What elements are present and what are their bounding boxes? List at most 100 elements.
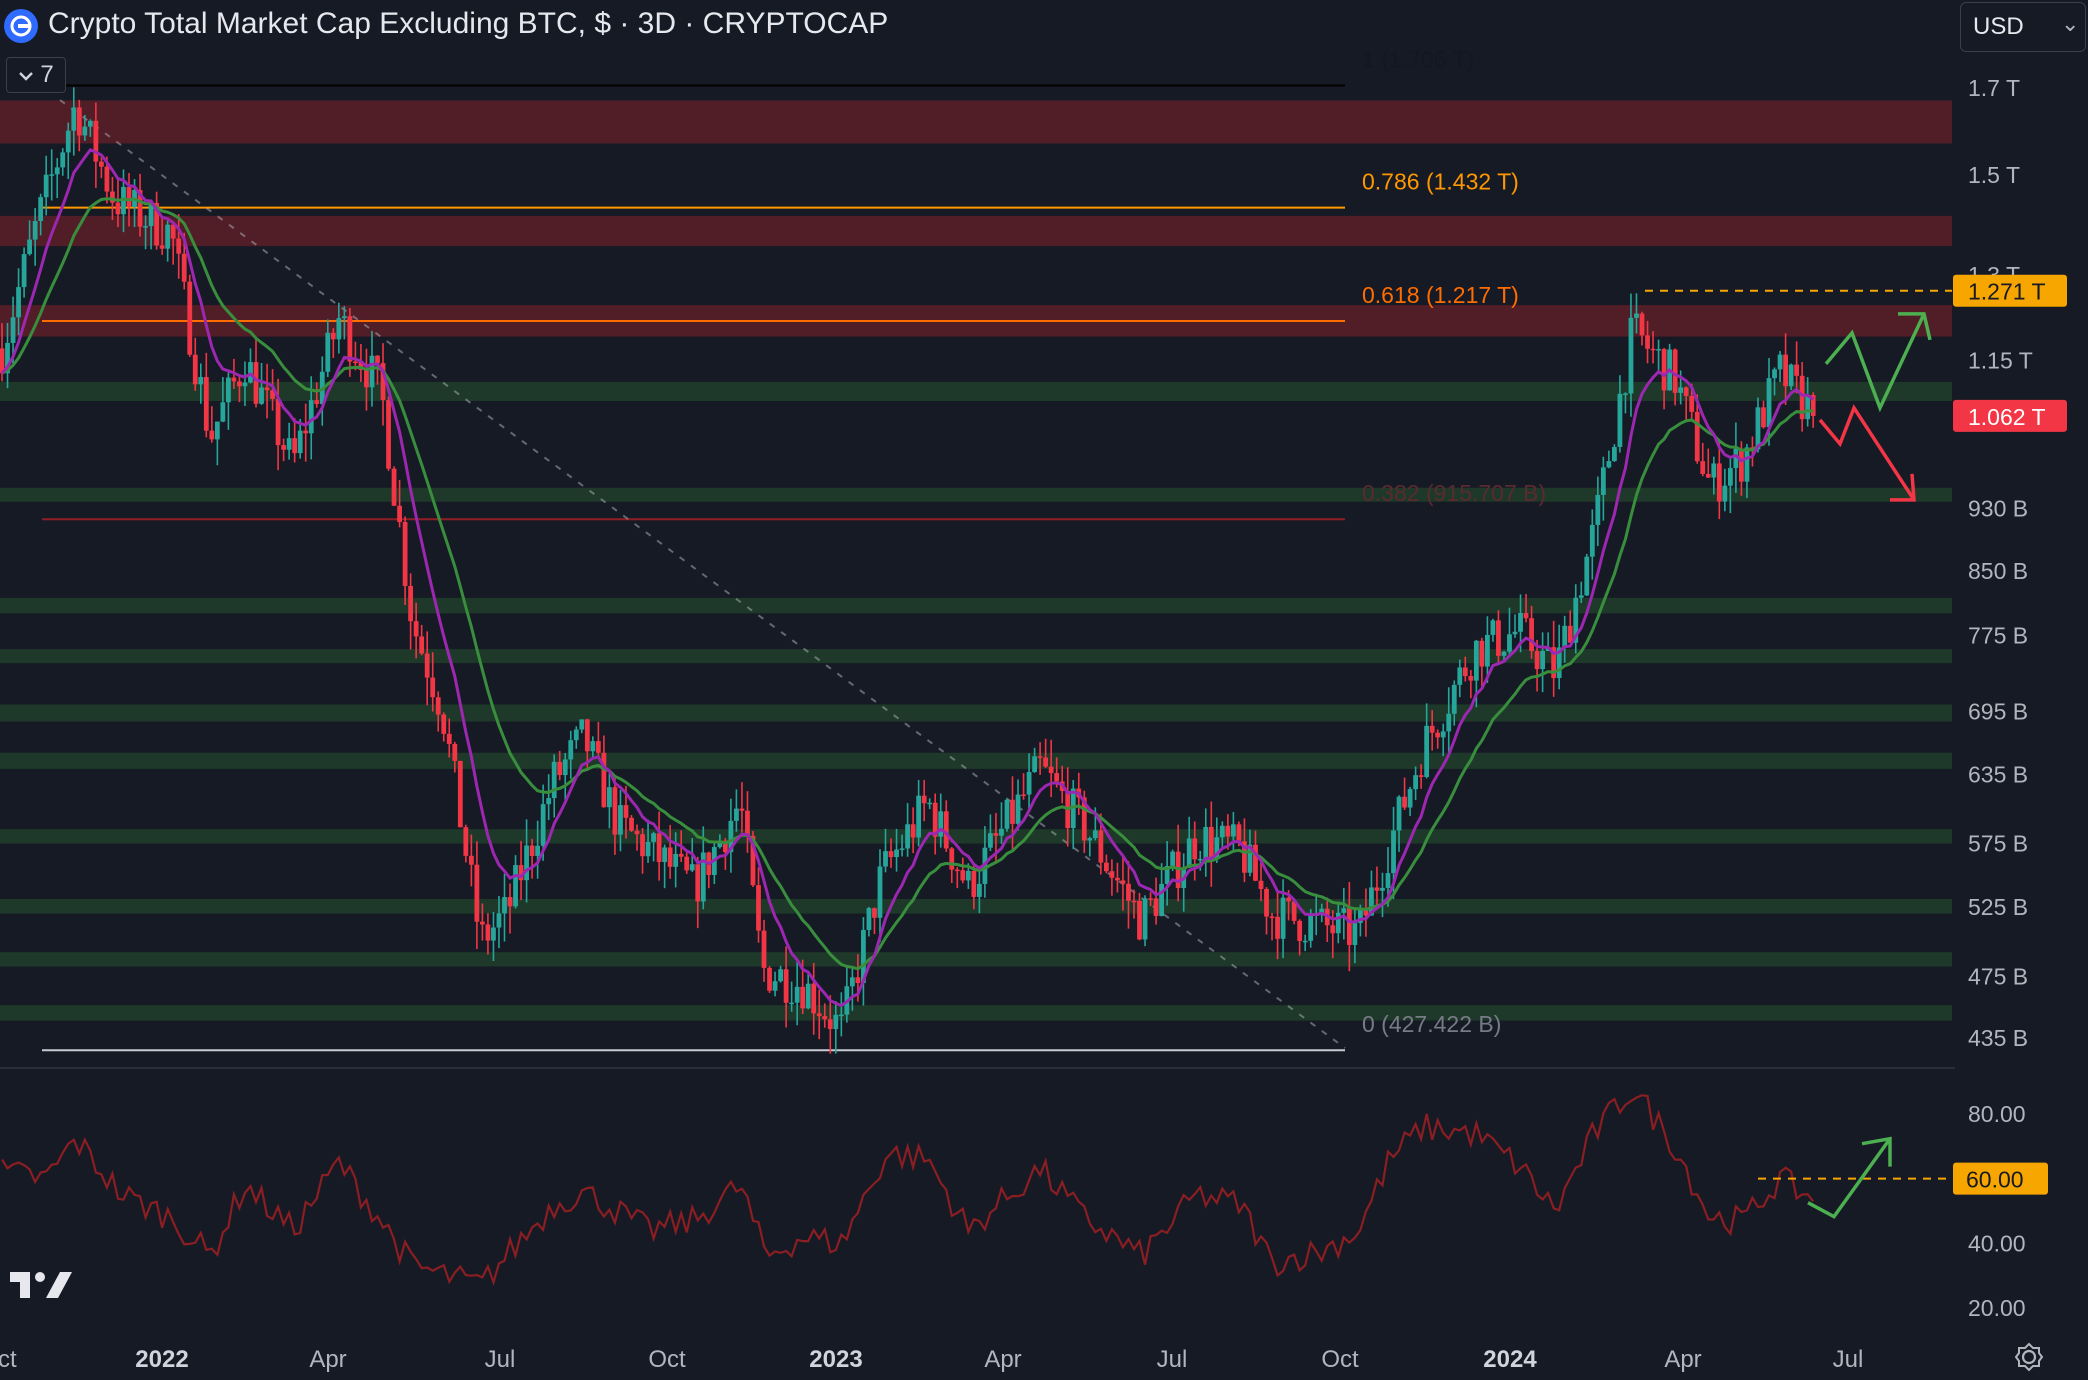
candle-up	[27, 239, 33, 255]
time-axis-label: Jul	[1833, 1346, 1864, 1373]
price-axis-label: 695 B	[1968, 698, 2028, 724]
fib-level-label: 0.618 (1.217 T)	[1362, 282, 1519, 308]
candle-up	[502, 897, 507, 914]
candle-up	[540, 804, 546, 846]
candle-down	[1021, 794, 1026, 797]
price-axis-label: 575 B	[1968, 831, 2028, 857]
candle-down	[1700, 461, 1706, 474]
candle-down	[629, 817, 634, 831]
candle-up	[10, 317, 16, 343]
candle-down	[767, 967, 772, 991]
candle-down	[397, 505, 402, 523]
candle-up	[717, 840, 723, 848]
candle-up	[1142, 898, 1148, 940]
candle-up	[1457, 667, 1463, 685]
candle-up	[38, 197, 44, 221]
candle-down	[1253, 844, 1258, 881]
candle-up	[524, 845, 529, 881]
tradingview-logo-icon[interactable]	[8, 1268, 72, 1307]
candle-down	[1435, 732, 1441, 738]
candle-up	[1380, 887, 1385, 891]
candle-up	[225, 377, 231, 403]
candle-down	[468, 855, 474, 865]
candle-down	[888, 851, 894, 858]
candle-up	[1203, 826, 1209, 859]
bearish-arrow-head	[1890, 473, 1916, 502]
candle-down	[391, 468, 397, 506]
candle-down	[1120, 880, 1126, 884]
candle-down	[485, 924, 491, 941]
candle-down	[584, 719, 590, 752]
cryptocap-logo-icon	[4, 9, 38, 43]
candle-down	[446, 733, 452, 744]
time-axis-label: 2024	[1483, 1346, 1537, 1373]
candle-down	[474, 864, 480, 922]
candle-down	[739, 808, 745, 811]
candle-up	[1755, 407, 1761, 450]
candle-up	[673, 853, 679, 867]
candle-up	[568, 740, 574, 760]
candle-up	[1634, 313, 1639, 318]
candle-down	[634, 830, 640, 835]
candle-up	[341, 316, 347, 319]
gear-icon[interactable]	[2014, 1342, 2044, 1372]
candle-up	[336, 318, 342, 340]
candle-down	[1429, 725, 1435, 733]
candle-up	[618, 805, 623, 835]
candle-up	[590, 741, 596, 752]
candle-up	[54, 167, 60, 175]
candle-up	[1446, 713, 1452, 732]
support-zone	[0, 704, 1952, 722]
price-axis-label: 475 B	[1968, 964, 2028, 990]
zones-layer	[0, 100, 1952, 1021]
candle-up	[1600, 467, 1606, 495]
candle-up	[877, 866, 883, 918]
candle-up	[1727, 468, 1733, 486]
candle-up	[87, 120, 93, 127]
candle-up	[1159, 883, 1165, 916]
candle-down	[209, 430, 215, 440]
currency-select[interactable]: USD ⌄	[1960, 2, 2086, 52]
candle-down	[1523, 612, 1529, 619]
candle-up	[1656, 349, 1661, 351]
candle-up	[308, 400, 314, 434]
candle-up	[49, 174, 55, 176]
time-axis-label: Jul	[1157, 1346, 1188, 1373]
rsi-axis-label: 40.00	[1968, 1230, 2026, 1256]
candle-up	[734, 808, 739, 821]
price-axis-label: 850 B	[1968, 558, 2028, 584]
candle-down	[115, 202, 121, 215]
candle-up	[651, 833, 656, 842]
candle-up	[849, 977, 855, 987]
candle-up	[1617, 393, 1623, 447]
candle-down	[1037, 756, 1043, 758]
fib-level-label: 0.382 (915.707 B)	[1362, 480, 1546, 506]
candle-up	[1214, 837, 1220, 859]
candle-up	[1573, 597, 1579, 643]
candle-up	[1369, 887, 1374, 916]
resistance-zone	[0, 100, 1952, 144]
candle-down	[402, 522, 408, 586]
candle-down	[684, 856, 690, 871]
candle-down	[303, 430, 309, 434]
candle-down	[330, 332, 336, 340]
candle-down	[783, 969, 789, 1003]
candle-up	[861, 929, 866, 984]
candle-up	[286, 438, 292, 450]
candle-up	[1280, 897, 1286, 939]
candle-down	[656, 833, 662, 863]
candle-up	[1197, 858, 1203, 861]
chart-title[interactable]: Crypto Total Market Cap Excluding BTC, $…	[48, 7, 889, 40]
candle-up	[1628, 317, 1634, 394]
candle-down	[1137, 900, 1142, 940]
candle-up	[1501, 651, 1507, 656]
candle-down	[761, 930, 767, 968]
candle-down	[750, 835, 756, 886]
rsi-line	[1, 1094, 1815, 1287]
candle-down	[943, 811, 949, 849]
indicators-toggle-button[interactable]: 7	[6, 57, 66, 93]
candle-up	[148, 202, 154, 227]
candle-down	[1103, 862, 1109, 872]
candle-up	[1440, 731, 1446, 738]
